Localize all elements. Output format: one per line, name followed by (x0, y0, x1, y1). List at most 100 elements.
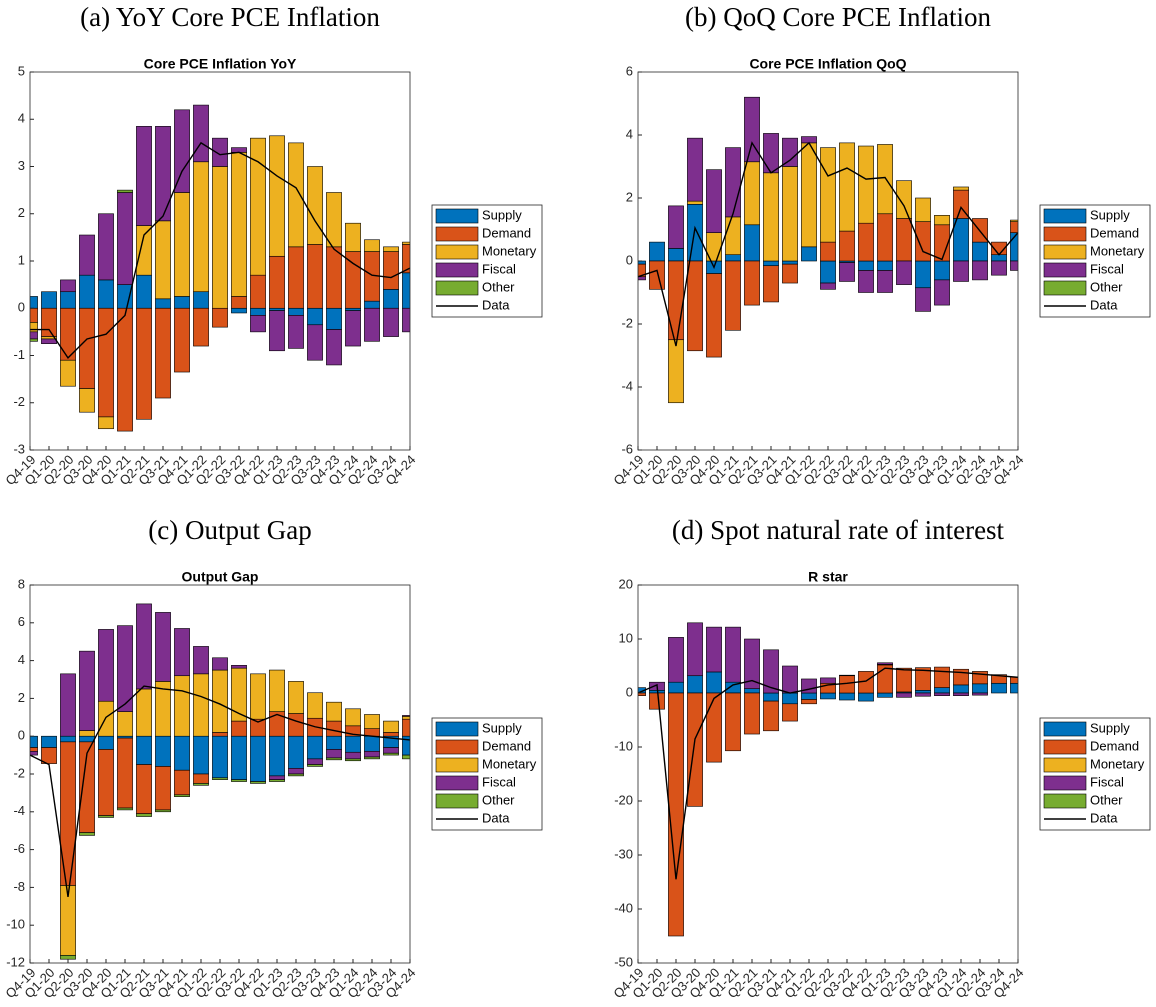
bar-segment (839, 262, 855, 282)
legend-label: Fiscal (1090, 261, 1124, 276)
bar-segment (915, 689, 931, 694)
y-tick-label: 0 (626, 252, 633, 267)
bar-segment (801, 692, 817, 700)
bar-segment (782, 703, 798, 722)
plot-area (30, 104, 410, 432)
bar-segment (193, 673, 209, 737)
bar-segment (231, 735, 247, 780)
bar-segment (98, 629, 114, 702)
bar-segment (41, 307, 57, 337)
bar-segment (782, 263, 798, 284)
bar-segment (269, 775, 285, 780)
bar-segment (820, 241, 836, 262)
legend-swatch (435, 775, 479, 791)
legend-swatch (1043, 739, 1087, 755)
legend-label: Data (1090, 810, 1118, 825)
bar-segment (79, 274, 95, 309)
bar-segment (98, 815, 114, 818)
bar-segment (250, 307, 266, 316)
caption: (a) YoY Core PCE Inflation (80, 2, 380, 32)
bar-segment (174, 192, 190, 297)
bar-segment (991, 682, 1007, 694)
bar-segment (231, 307, 247, 314)
bar-segment (117, 711, 133, 737)
bar-segment (915, 667, 931, 691)
bar-segment (1010, 676, 1018, 684)
bar-segment (288, 246, 304, 309)
bar-segment (1010, 232, 1018, 262)
bar-segment (687, 622, 703, 677)
bar-segment (668, 681, 684, 694)
bar-segment (934, 260, 950, 281)
bar-segment (41, 747, 57, 764)
bar-segment (79, 735, 95, 743)
bar-segment (155, 307, 171, 399)
legend-label: Fiscal (482, 774, 516, 789)
caption: (c) Output Gap (148, 515, 311, 545)
bar-segment (877, 692, 893, 698)
bar-segment (193, 735, 209, 775)
bar-segment (953, 218, 969, 262)
bar-segment (915, 260, 931, 289)
bar-segment (364, 239, 380, 252)
data-line (30, 685, 410, 897)
legend-label: Monetary (482, 756, 537, 771)
bar-segment (250, 137, 266, 276)
y-tick-label: 2 (18, 690, 25, 705)
bar-segment (915, 287, 931, 312)
bar-segment (250, 274, 266, 309)
bar-segment (934, 692, 950, 697)
bar-segment (288, 142, 304, 248)
bar-segment (820, 147, 836, 243)
chart-panel: (d) Spot natural rate of interest R star -… (610, 515, 1151, 1001)
bar-segment (326, 246, 342, 309)
bar-segment (326, 735, 342, 750)
bar-segment (136, 688, 152, 737)
chart-panel: (a) YoY Core PCE Inflation Core PCE Infla… (2, 2, 543, 488)
bar-segment (250, 673, 266, 720)
bar-segment (193, 783, 209, 786)
y-tick-label: -20 (614, 792, 633, 807)
bar-segment (269, 669, 285, 712)
bar-segment (231, 296, 247, 309)
bar-segment (250, 781, 266, 784)
bar-segment (269, 307, 285, 311)
plot-area (30, 603, 410, 960)
bar-segment (877, 213, 893, 262)
bar-segment (30, 296, 38, 309)
bar-segment (30, 735, 38, 748)
bar-segment (345, 708, 361, 727)
legend-label: Supply (482, 720, 522, 735)
y-tick-label: 6 (18, 614, 25, 629)
legend-label: Demand (1090, 738, 1139, 753)
bar-segment (307, 764, 323, 767)
bar-segment (953, 692, 969, 697)
bar-segment (155, 126, 171, 222)
legend-box (431, 717, 543, 831)
bar-segment (288, 773, 304, 777)
bar-segment (174, 307, 190, 373)
bar-segment (345, 751, 361, 760)
bar-segment (79, 650, 95, 731)
bar-segment (155, 220, 171, 300)
y-tick-label: 2 (626, 189, 633, 204)
legend-label: Demand (1090, 225, 1139, 240)
bar-segment (326, 720, 342, 737)
bar-segment (972, 692, 988, 696)
bar-segment (307, 692, 323, 719)
data-line (30, 141, 410, 359)
bar-segment (896, 260, 912, 285)
bar-segment (383, 246, 399, 252)
bar-segment (326, 307, 342, 330)
bar-segment (30, 322, 38, 333)
bar-segment (934, 215, 950, 226)
bar-segment (41, 291, 57, 309)
bar-segment (839, 230, 855, 262)
legend-swatch (1043, 757, 1087, 773)
legend-box (431, 204, 543, 318)
bar-segment (763, 133, 779, 174)
y-tick-label: 5 (18, 63, 25, 78)
bar-segment (288, 315, 304, 349)
y-tick-label: -50 (614, 954, 633, 969)
y-tick-label: -2 (621, 315, 633, 330)
